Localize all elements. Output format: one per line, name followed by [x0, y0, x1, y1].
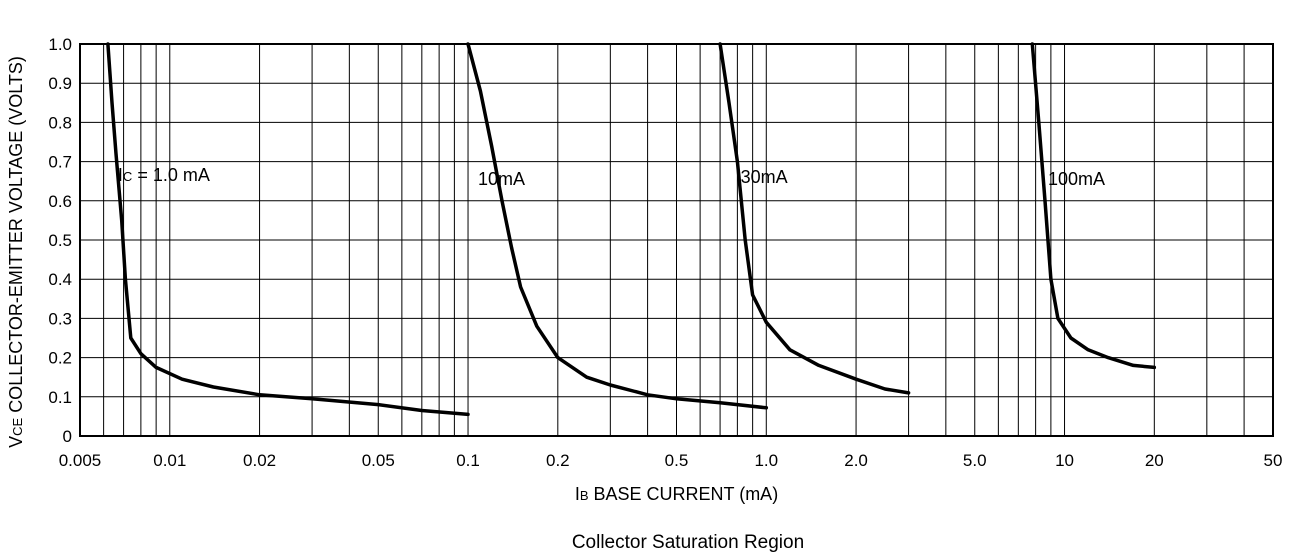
- x-tick-label: 5.0: [963, 451, 987, 470]
- y-tick-label: 0.6: [48, 192, 72, 211]
- y-axis-title-text: COLLECTOR-EMITTER VOLTAGE (VOLTS): [6, 56, 26, 418]
- y-tick-label: 0.2: [48, 349, 72, 368]
- y-tick-label: 1.0: [48, 35, 72, 54]
- curve-label: 30mA: [741, 167, 788, 187]
- x-tick-label: 0.01: [153, 451, 186, 470]
- y-axis-title-prefix: V: [6, 436, 26, 448]
- curve-label: IC = 1.0 mA: [118, 165, 210, 185]
- y-axis-title: VCE COLLECTOR-EMITTER VOLTAGE (VOLTS): [6, 56, 26, 448]
- x-tick-label: 10: [1055, 451, 1074, 470]
- y-tick-label: 0.3: [48, 309, 72, 328]
- x-tick-labels: 0.005 0.01 0.02 0.05 0.1 0.2 0.5 1.0 2.0 5.0 10 20 5…: [59, 451, 1283, 470]
- x-tick-label: 0.02: [243, 451, 276, 470]
- x-axis-title: IB BASE CURRENT (mA): [575, 484, 778, 504]
- x-tick-label: 20: [1145, 451, 1164, 470]
- y-tick-label: 0.5: [48, 231, 72, 250]
- curve-line: [718, 42, 911, 395]
- y-tick-label: 0.8: [48, 113, 72, 132]
- curve-line: [466, 42, 769, 410]
- curve-line: [1030, 42, 1157, 370]
- x-tick-label: 0.005: [59, 451, 102, 470]
- y-tick-label: 0.9: [48, 74, 72, 93]
- chart-caption: Collector Saturation Region: [572, 532, 804, 553]
- curve-label: 100mA: [1048, 169, 1105, 189]
- x-axis-title-subscript: B: [580, 488, 589, 503]
- x-axis-title-text: BASE CURRENT (mA): [589, 484, 779, 504]
- curve-line: [106, 42, 470, 417]
- x-tick-label: 0.1: [456, 451, 480, 470]
- x-tick-label: 0.05: [362, 451, 395, 470]
- x-tick-label: 0.5: [665, 451, 689, 470]
- y-tick-label: 0.1: [48, 388, 72, 407]
- curve-labels: IC = 1.0 mA 10mA 30mA 100mA: [118, 165, 1105, 189]
- x-axis-title-prefix: I: [575, 484, 580, 504]
- x-tick-label: 0.2: [546, 451, 570, 470]
- x-tick-label: 1.0: [754, 451, 778, 470]
- plot-frame: [79, 43, 1274, 437]
- y-tick-label: 0.7: [48, 153, 72, 172]
- y-tick-label: 0.4: [48, 270, 72, 289]
- curve-label: 10mA: [478, 169, 525, 189]
- curves: [106, 42, 1157, 417]
- x-tick-label: 50: [1264, 451, 1283, 470]
- y-tick-labels: 0 0.1 0.2 0.3 0.4 0.5 0.6 0.7 0.8 0.9 1.0: [48, 35, 72, 446]
- y-tick-label: 0: [63, 427, 72, 446]
- x-tick-label: 2.0: [844, 451, 868, 470]
- y-axis-title-subscript: CE: [10, 417, 25, 435]
- grid-lines: [79, 43, 1274, 437]
